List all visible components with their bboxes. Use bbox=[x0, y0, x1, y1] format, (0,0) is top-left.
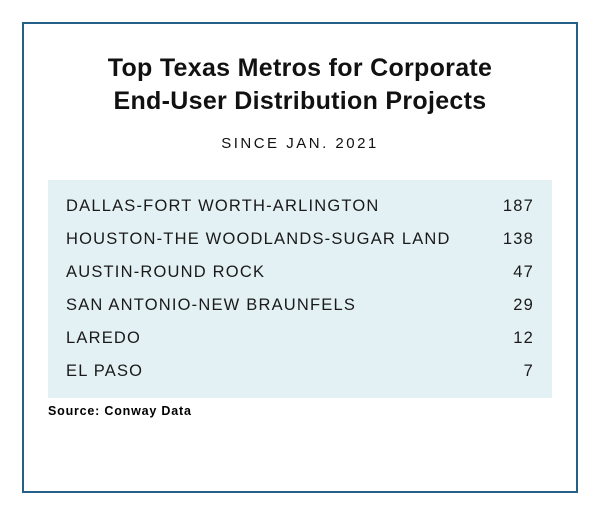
metro-count: 187 bbox=[484, 197, 534, 216]
metro-count: 47 bbox=[484, 263, 534, 282]
metro-name: SAN ANTONIO-NEW BRAUNFELS bbox=[66, 296, 356, 315]
metro-name: AUSTIN-ROUND ROCK bbox=[66, 263, 265, 282]
metro-count: 12 bbox=[484, 329, 534, 348]
metro-count: 29 bbox=[484, 296, 534, 315]
table-row: DALLAS-FORT WORTH-ARLINGTON 187 bbox=[66, 190, 534, 223]
table-row: HOUSTON-THE WOODLANDS-SUGAR LAND 138 bbox=[66, 223, 534, 256]
metro-count: 7 bbox=[484, 362, 534, 381]
metro-name: EL PASO bbox=[66, 362, 143, 381]
table-row: LAREDO 12 bbox=[66, 322, 534, 355]
title-line-1: Top Texas Metros for Corporate bbox=[108, 54, 493, 82]
metro-name: HOUSTON-THE WOODLANDS-SUGAR LAND bbox=[66, 230, 451, 249]
chart-title: Top Texas Metros for Corporate End-User … bbox=[48, 52, 552, 117]
metro-name: LAREDO bbox=[66, 329, 141, 348]
table-row: EL PASO 7 bbox=[66, 355, 534, 388]
chart-subtitle: SINCE JAN. 2021 bbox=[48, 135, 552, 152]
title-line-2: End-User Distribution Projects bbox=[114, 87, 487, 115]
source-label: Source: Conway Data bbox=[48, 404, 552, 418]
chart-frame: Top Texas Metros for Corporate End-User … bbox=[22, 22, 578, 493]
table-row: SAN ANTONIO-NEW BRAUNFELS 29 bbox=[66, 289, 534, 322]
metro-name: DALLAS-FORT WORTH-ARLINGTON bbox=[66, 197, 380, 216]
metro-count: 138 bbox=[484, 230, 534, 249]
table-row: AUSTIN-ROUND ROCK 47 bbox=[66, 256, 534, 289]
metro-table: DALLAS-FORT WORTH-ARLINGTON 187 HOUSTON-… bbox=[48, 180, 552, 398]
